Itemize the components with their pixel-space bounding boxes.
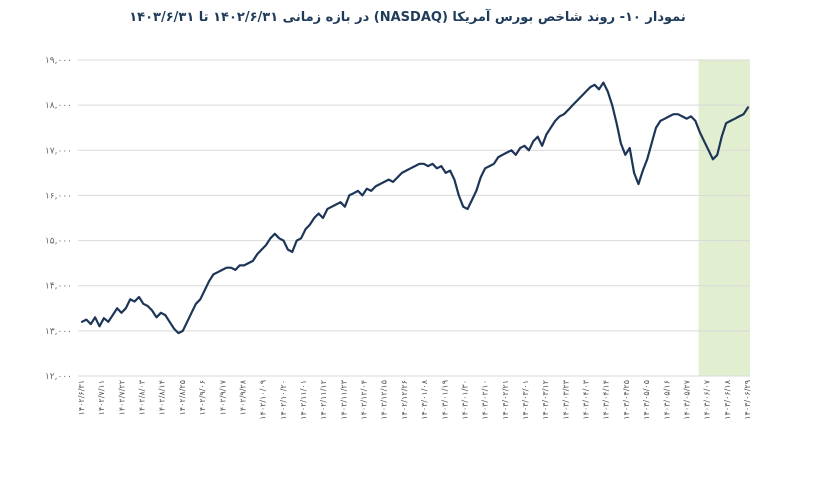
series-line xyxy=(80,81,750,335)
highlight-band xyxy=(698,60,750,376)
x-tick-label: ۱۴۰۲/۸/۱۴ xyxy=(158,380,167,415)
y-tick-label: ۱۸,۰۰۰ xyxy=(45,101,72,111)
x-tick-label: ۱۴۰۲/۱۰/۰۹ xyxy=(259,380,268,420)
y-tick-label: ۱۶,۰۰۰ xyxy=(45,191,72,201)
chart-title: نمودار ۱۰- روند شاخص بورس آمریکا (NASDAQ… xyxy=(129,10,686,25)
x-tick-label: ۱۴۰۲/۱۱/۰۱ xyxy=(299,380,308,420)
x-tick-label: ۱۴۰۲/۱۲/۰۴ xyxy=(360,380,369,420)
x-tick-label: ۱۴۰۳/۰۶/۰۷ xyxy=(703,379,712,419)
x-tick-label: ۱۴۰۳/۰۱/۱۹ xyxy=(440,380,449,420)
y-tick-label: ۱۳,۰۰۰ xyxy=(45,327,72,337)
x-tick-label: ۱۴۰۲/۱۲/۱۵ xyxy=(380,380,389,420)
y-tick-label: ۱۲,۰۰۰ xyxy=(45,372,72,382)
x-tick-label: ۱۴۰۳/۰۶/۲۹ xyxy=(743,380,752,420)
x-tick-label: ۱۴۰۳/۰۴/۱۴ xyxy=(602,380,611,420)
x-tick-label: ۱۴۰۳/۰۳/۲۳ xyxy=(561,379,570,419)
x-tick-label: ۱۴۰۲/۹/۱۷ xyxy=(218,379,227,415)
x-tick-label: ۱۴۰۳/۰۵/۰۵ xyxy=(642,380,651,420)
y-tick-label: ۱۷,۰۰۰ xyxy=(45,146,72,156)
x-tick-label: ۱۴۰۳/۰۴/۲۵ xyxy=(622,380,631,420)
y-tick-label: ۱۹,۰۰۰ xyxy=(45,56,72,66)
x-tick-label: ۱۴۰۲/۱۱/۱۲ xyxy=(319,380,328,420)
x-tick-label: ۱۴۰۲/۸/۲۵ xyxy=(178,380,187,415)
x-tick-label: ۱۴۰۳/۰۱/۳۰ xyxy=(460,380,469,420)
x-tick-label: ۱۴۰۲/۱۲/۲۶ xyxy=(400,380,409,420)
x-tick-label: ۱۴۰۲/۱۰/۲۰ xyxy=(279,380,288,420)
x-tick-label: ۱۴۰۳/۰۴/۰۳ xyxy=(582,379,591,419)
x-tick-label: ۱۴۰۲/۸/۰۳ xyxy=(138,379,147,415)
x-tick-label: ۱۴۰۳/۰۳/۰۱ xyxy=(521,380,530,420)
x-tick-label: ۱۴۰۳/۰۲/۱۰ xyxy=(481,380,490,420)
x-tick-label: ۱۴۰۲/۹/۰۶ xyxy=(198,380,207,415)
x-tick-label: ۱۴۰۲/۱۱/۲۳ xyxy=(339,379,348,419)
x-tick-label: ۱۴۰۳/۰۲/۲۱ xyxy=(501,380,510,420)
x-tick-label: ۱۴۰۲/۷/۱۱ xyxy=(97,380,106,415)
y-tick-label: ۱۵,۰۰۰ xyxy=(45,237,72,247)
x-tick-label: ۱۴۰۳/۰۱/۰۸ xyxy=(420,379,429,419)
x-tick-label: ۱۴۰۲/۹/۲۸ xyxy=(238,379,247,415)
x-tick-label: ۱۴۰۲/۶/۳۱ xyxy=(77,380,86,415)
x-tick-label: ۱۴۰۲/۷/۲۲ xyxy=(117,380,126,415)
x-tick-label: ۱۴۰۳/۰۶/۱۸ xyxy=(723,379,732,419)
x-tick-label: ۱۴۰۳/۰۵/۲۷ xyxy=(682,379,691,419)
x-tick-label: ۱۴۰۳/۰۳/۱۲ xyxy=(541,380,550,420)
y-tick-label: ۱۴,۰۰۰ xyxy=(45,282,72,292)
x-tick-label: ۱۴۰۳/۰۵/۱۶ xyxy=(662,380,671,420)
